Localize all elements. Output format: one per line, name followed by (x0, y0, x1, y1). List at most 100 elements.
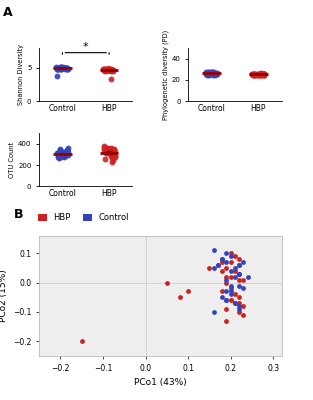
Y-axis label: OTU Count: OTU Count (9, 142, 15, 178)
Point (214, 70, 219, 77)
Point (101, 66, 106, 72)
Point (102, 147, 107, 154)
Point (59, 149, 64, 156)
Point (111, 146, 116, 152)
Point (110, 68, 115, 74)
Point (237, 303, 242, 309)
Point (56, 65, 61, 71)
Point (108, 66, 113, 73)
Point (101, 145, 106, 151)
Point (64, 66, 69, 72)
Point (228, 268, 233, 274)
Point (58, 64, 63, 70)
Y-axis label: Shannon Diversity: Shannon Diversity (18, 44, 24, 105)
Point (206, 71, 211, 77)
Y-axis label: Phylogenetic diversity (PD): Phylogenetic diversity (PD) (163, 30, 169, 120)
Point (232, 268, 237, 274)
Point (228, 282, 233, 289)
Point (203, 70, 208, 77)
Point (59, 64, 64, 70)
Point (112, 152, 117, 159)
Point (63, 149, 68, 156)
Y-axis label: PCo2 (15%): PCo2 (15%) (0, 270, 8, 322)
Point (252, 71, 257, 77)
Point (224, 288, 229, 295)
Point (105, 145, 110, 151)
Point (101, 143, 106, 149)
Point (64, 66, 69, 72)
Text: B: B (14, 208, 23, 221)
Point (164, 279, 169, 286)
Point (108, 76, 113, 82)
Point (228, 285, 233, 292)
Point (228, 250, 233, 256)
Point (56, 150, 61, 157)
Point (56, 154, 61, 160)
Point (105, 66, 110, 72)
Point (103, 67, 108, 73)
Point (60, 151, 65, 158)
Point (256, 72, 261, 78)
Point (251, 72, 256, 78)
Point (237, 306, 242, 312)
Point (254, 71, 259, 77)
Point (253, 72, 258, 78)
Point (228, 259, 233, 265)
Point (102, 67, 107, 74)
Point (228, 291, 233, 298)
Point (107, 66, 112, 73)
Point (111, 67, 116, 74)
Point (262, 71, 267, 77)
Point (224, 279, 229, 286)
Point (56, 152, 61, 159)
Point (64, 147, 69, 154)
Point (241, 285, 246, 292)
Point (57, 150, 62, 157)
Point (109, 152, 114, 159)
Point (103, 67, 108, 74)
Point (224, 306, 229, 312)
Point (56, 154, 61, 161)
Point (210, 70, 215, 76)
Point (211, 309, 216, 315)
Point (208, 69, 213, 76)
Point (208, 71, 213, 77)
Point (237, 262, 242, 268)
Point (111, 66, 116, 73)
Point (224, 250, 229, 256)
Point (220, 268, 225, 274)
Point (224, 259, 229, 265)
Point (106, 66, 111, 73)
Point (56, 66, 61, 72)
Point (256, 70, 261, 77)
Point (106, 66, 111, 72)
Point (251, 72, 256, 78)
Point (113, 154, 118, 160)
Point (262, 72, 267, 78)
Point (256, 71, 261, 77)
Point (59, 66, 64, 72)
Point (232, 265, 237, 271)
Point (262, 70, 267, 77)
Point (109, 159, 114, 165)
Point (106, 66, 111, 72)
Point (110, 147, 115, 154)
Point (107, 150, 112, 157)
Point (210, 69, 215, 76)
Point (261, 72, 266, 78)
Point (237, 262, 242, 268)
Point (105, 66, 110, 72)
Point (61, 149, 66, 156)
Point (232, 253, 237, 259)
Point (64, 64, 69, 71)
Point (237, 270, 242, 277)
Point (61, 151, 66, 157)
Point (213, 72, 218, 78)
Point (103, 66, 108, 73)
Point (102, 66, 107, 72)
Point (232, 300, 237, 306)
Point (208, 71, 213, 77)
Point (63, 65, 68, 72)
Point (64, 147, 69, 154)
Point (108, 150, 113, 157)
